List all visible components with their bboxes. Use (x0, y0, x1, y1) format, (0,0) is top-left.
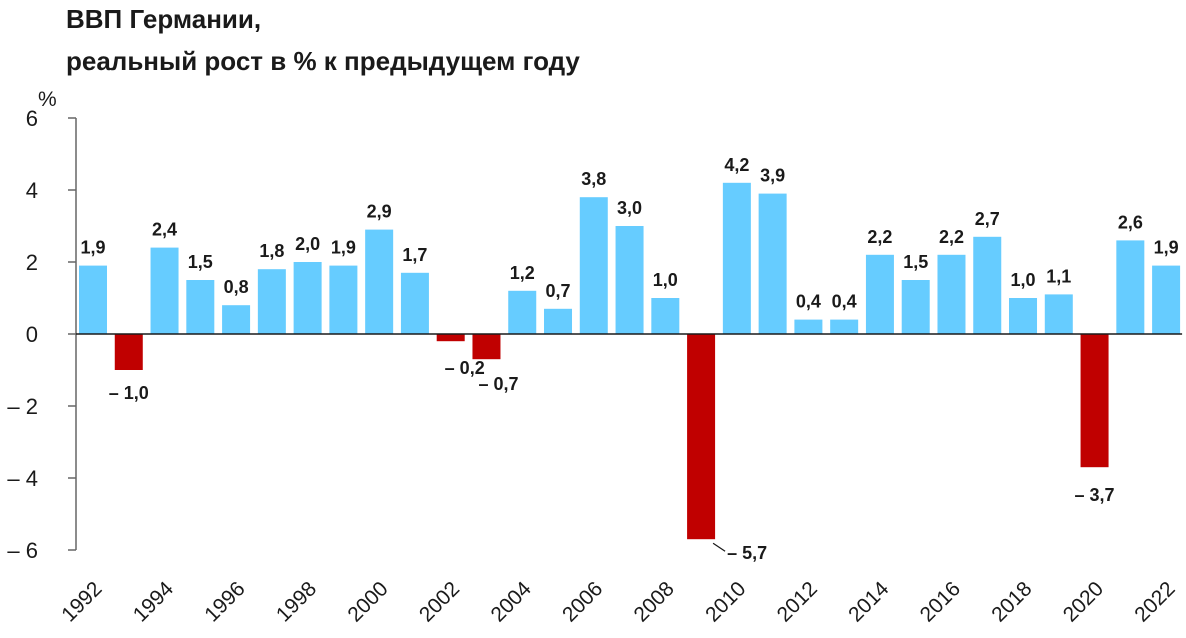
data-label-2001: 1,7 (402, 245, 427, 265)
bar-2007 (615, 226, 644, 334)
bar-2006 (579, 197, 608, 334)
data-label-1995: 1,5 (188, 252, 213, 272)
bar-1994 (150, 247, 179, 334)
bar-1993 (114, 334, 143, 370)
x-tick-label: 2016 (916, 577, 965, 626)
bar-2021 (1116, 240, 1145, 334)
y-tick-label: 4 (26, 178, 38, 203)
x-tick-label: 1994 (129, 577, 179, 627)
x-tick-label: 2012 (773, 577, 822, 626)
y-tick-label: 6 (26, 106, 38, 131)
bar-2016 (937, 254, 966, 334)
y-tick-label: – 6 (7, 538, 38, 563)
x-tick-label: 2006 (558, 577, 607, 626)
bar-2020 (1080, 334, 1109, 468)
bar-2011 (758, 193, 787, 334)
bar-2012 (794, 319, 823, 334)
x-tick-label: 2018 (987, 577, 1036, 626)
data-label-2009: – 5,7 (727, 543, 767, 563)
bar-2004 (508, 290, 537, 334)
data-label-2011: 3,9 (760, 166, 785, 186)
data-label-2008: 1,0 (653, 270, 678, 290)
bar-2005 (544, 308, 573, 334)
bar-2015 (901, 280, 930, 334)
y-axis-label: % (38, 88, 57, 111)
bar-1996 (222, 305, 251, 334)
bar-2019 (1044, 294, 1073, 334)
data-label-2012: 0,4 (796, 292, 821, 312)
data-label-2021: 2,6 (1118, 212, 1143, 232)
data-label-1992: 1,9 (80, 238, 105, 258)
leader-line-2009 (712, 542, 726, 552)
bar-2010 (722, 182, 751, 334)
bar-2008 (651, 298, 680, 334)
data-label-1998: 2,0 (295, 234, 320, 254)
data-label-2016: 2,2 (939, 227, 964, 247)
data-label-2003: – 0,7 (478, 374, 518, 394)
y-tick-label: – 2 (7, 394, 38, 419)
y-tick-label: 2 (26, 250, 38, 275)
bar-1995 (186, 280, 215, 334)
bar-2009 (687, 334, 716, 540)
x-tick-label: 2000 (343, 577, 392, 626)
x-tick-label: 2010 (701, 577, 750, 626)
x-tick-label: 2002 (415, 577, 464, 626)
x-tick-label: 2004 (486, 577, 536, 627)
chart-title-line-2: реальный рост в % к предыдущем году (66, 46, 580, 76)
data-label-2006: 3,8 (581, 169, 606, 189)
bar-2018 (1009, 298, 1038, 334)
data-label-2014: 2,2 (867, 227, 892, 247)
bar-2017 (973, 236, 1002, 334)
bar-2013 (830, 319, 859, 334)
x-tick-label: 1996 (200, 577, 249, 626)
data-label-2007: 3,0 (617, 198, 642, 218)
y-tick-label: – 4 (7, 466, 38, 491)
x-tick-label: 2020 (1059, 577, 1108, 626)
data-label-2004: 1,2 (510, 263, 535, 283)
data-label-2013: 0,4 (832, 292, 857, 312)
bar-2003 (472, 334, 501, 360)
chart-title-line-1: ВВП Германии, (66, 4, 262, 34)
x-tick-label: 2022 (1130, 577, 1179, 626)
bar-2002 (436, 334, 465, 342)
bar-2014 (865, 254, 894, 334)
data-label-2005: 0,7 (545, 281, 570, 301)
x-tick-label: 1998 (272, 577, 321, 626)
y-tick-label: 0 (26, 322, 38, 347)
data-label-2020: – 3,7 (1075, 485, 1115, 505)
data-label-2017: 2,7 (975, 209, 1000, 229)
bar-1998 (293, 262, 322, 334)
data-label-1994: 2,4 (152, 220, 177, 240)
data-label-2000: 2,9 (367, 202, 392, 222)
data-label-2018: 1,0 (1011, 270, 1036, 290)
bar-2000 (365, 229, 394, 334)
bar-2022 (1152, 265, 1181, 334)
data-label-2002: – 0,2 (445, 358, 485, 378)
data-label-2019: 1,1 (1046, 266, 1071, 286)
data-label-1997: 1,8 (259, 241, 284, 261)
bar-1999 (329, 265, 358, 334)
data-label-1996: 0,8 (224, 277, 249, 297)
bar-1992 (79, 265, 107, 334)
x-tick-label: 2014 (844, 577, 894, 627)
x-tick-label: 2008 (630, 577, 679, 626)
data-label-1999: 1,9 (331, 238, 356, 258)
bar-1997 (257, 269, 286, 334)
x-tick-label: 1992 (57, 577, 106, 626)
data-label-2010: 4,2 (724, 155, 749, 175)
data-label-2022: 1,9 (1154, 238, 1179, 258)
data-label-2015: 1,5 (903, 252, 928, 272)
data-label-1993: – 1,0 (109, 383, 149, 403)
bar-2001 (400, 272, 429, 334)
